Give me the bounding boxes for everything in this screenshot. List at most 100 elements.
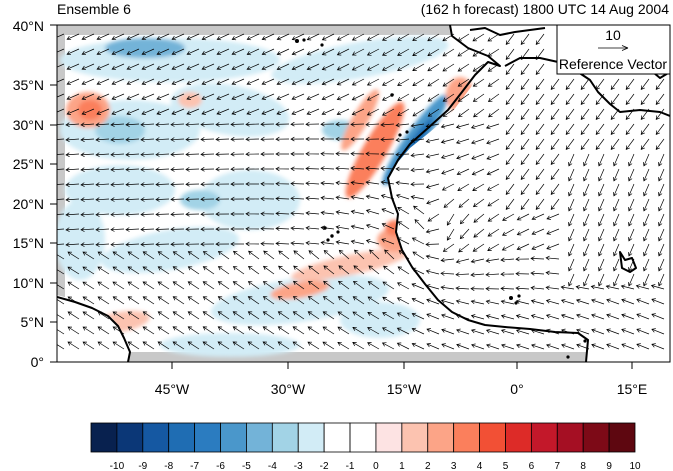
wind-vector (505, 198, 515, 210)
wind-vector (201, 108, 215, 115)
wind-vector (442, 78, 455, 87)
wind-vector (320, 240, 335, 246)
wind-vector (516, 228, 530, 236)
wind-vector (142, 281, 155, 290)
wind-vector (530, 299, 545, 305)
colorbar-swatch (479, 422, 506, 453)
wind-vector (605, 284, 620, 290)
anomaly-blob (178, 92, 202, 108)
wind-vector (535, 63, 545, 75)
wind-vector (155, 197, 170, 202)
wind-vector (277, 341, 290, 350)
wind-vector (500, 314, 515, 320)
wind-vector (382, 296, 395, 305)
wind-vector (245, 122, 260, 127)
wind-vector (381, 108, 395, 116)
wind-vector (414, 219, 425, 230)
wind-vector (291, 33, 305, 41)
wind-vector (245, 196, 260, 202)
wind-vector (290, 136, 305, 142)
wind-vector (545, 270, 560, 276)
colorbar-swatch (608, 422, 636, 453)
wind-vector (425, 138, 440, 144)
wind-vector (187, 281, 200, 290)
colorbar-swatch (453, 422, 480, 453)
wind-vector (95, 152, 110, 157)
wind-vector (260, 122, 275, 127)
colorbar-swatch (168, 422, 196, 453)
wind-vector (172, 281, 185, 290)
colorbar-swatch (375, 422, 403, 453)
wind-vector (625, 123, 635, 135)
wind-vector (337, 280, 350, 290)
wind-vector (140, 122, 155, 127)
wind-vector (322, 296, 335, 305)
wind-vector (350, 122, 365, 127)
wind-vector (397, 93, 410, 101)
wind-vector (66, 108, 80, 115)
colorbar-label: -7 (190, 461, 199, 471)
colorbar-swatch (297, 422, 325, 453)
wind-vector (546, 343, 560, 350)
wind-vector (157, 281, 170, 290)
anomaly-blob (341, 89, 379, 151)
wind-vector (365, 165, 380, 171)
wind-vector (550, 78, 560, 90)
lat-label-0: 0° (31, 354, 44, 370)
wind-vector (565, 138, 575, 150)
wind-vector (201, 48, 215, 56)
wind-vector (658, 183, 665, 197)
wind-vector (520, 153, 530, 165)
wind-vector (658, 213, 665, 227)
lat-label-10n: 10°N (13, 275, 44, 291)
wind-vector (485, 328, 500, 335)
wind-vector (367, 342, 380, 350)
anomaly-blob (345, 101, 405, 199)
wind-vector (275, 136, 290, 142)
wind-vector (397, 207, 410, 215)
wind-vector (67, 251, 80, 260)
wind-vector (276, 93, 290, 100)
wind-vector (67, 266, 80, 275)
wind-vector (57, 284, 65, 290)
wind-vector (127, 326, 140, 335)
wind-vector (397, 63, 410, 71)
wind-vector (471, 168, 485, 176)
wind-vector (535, 123, 545, 135)
wind-vector (185, 212, 200, 217)
wind-vector (365, 209, 380, 215)
wind-vector (260, 166, 274, 172)
wind-vector (80, 167, 95, 172)
anomaly-blob (340, 302, 420, 338)
wind-vector (640, 108, 650, 120)
wind-vectors (57, 33, 665, 350)
wind-vector (598, 213, 605, 227)
wind-vector (382, 281, 395, 290)
wind-vector (535, 93, 545, 105)
wind-vector (262, 281, 275, 290)
wind-vector (185, 241, 200, 247)
wind-vector (246, 93, 260, 100)
wind-vector (505, 183, 515, 195)
wind-vector (410, 181, 425, 187)
wind-vector (127, 251, 140, 260)
wind-vector (57, 311, 65, 320)
wind-vector (426, 343, 440, 350)
wind-vector (365, 223, 380, 230)
wind-vector (230, 137, 245, 142)
wind-vector (426, 198, 440, 205)
wind-vector (275, 241, 290, 246)
wind-vector (635, 284, 650, 290)
wind-vector (187, 311, 200, 320)
wind-vector (352, 311, 365, 320)
wind-vector (261, 63, 275, 71)
wind-vector (57, 296, 65, 305)
wind-vector (580, 123, 590, 135)
wind-vector (171, 78, 185, 85)
wind-vector (200, 226, 215, 232)
wind-vector (351, 63, 365, 71)
colorbar-swatch (427, 422, 455, 453)
wind-vector (170, 137, 185, 142)
wind-vector (456, 153, 470, 160)
wind-vector (230, 196, 245, 202)
